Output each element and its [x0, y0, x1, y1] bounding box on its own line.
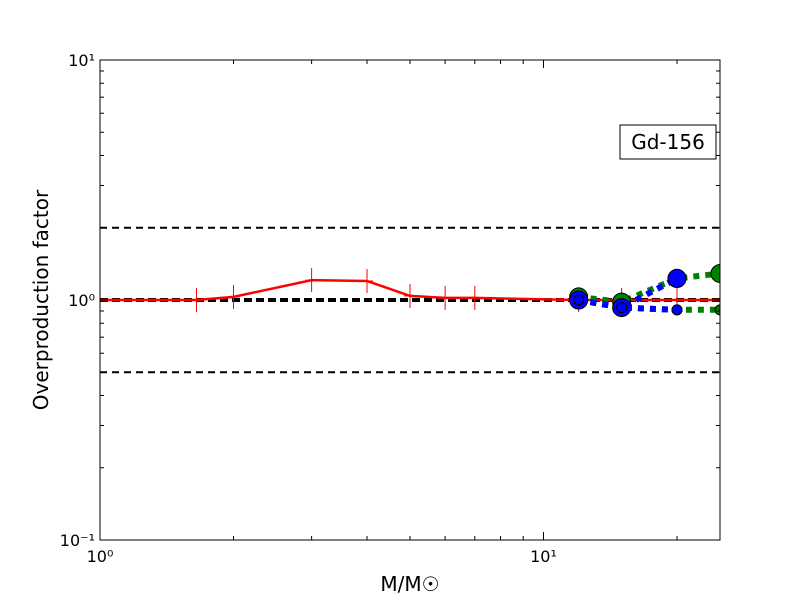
x-tick-label-1: 10¹ [530, 547, 557, 566]
series-layer [100, 263, 720, 318]
y-tick-label-0: 10⁻¹ [60, 531, 95, 550]
series-line-1 [578, 270, 720, 306]
annotation-box: Gd-156 [619, 124, 717, 160]
series-4 [573, 294, 683, 316]
series-0-point-1 [190, 288, 203, 312]
annotation-frame [619, 124, 717, 160]
annotation-label: Gd-156 [631, 130, 705, 154]
series-4-point-1 [616, 302, 628, 314]
series-1-point-3 [710, 263, 720, 283]
series-0-point-7 [468, 285, 481, 310]
y-tick-label-2: 10¹ [68, 51, 95, 70]
series-line-2 [578, 297, 720, 313]
series-2-point-3 [714, 304, 720, 316]
series-4-point-0 [573, 294, 585, 306]
series-0-point-3 [305, 268, 318, 293]
series-0-point-5 [404, 283, 416, 308]
series-0-point-6 [439, 285, 452, 310]
series-4-point-2 [671, 304, 683, 316]
series-0-point-4 [361, 268, 374, 293]
x-axis-label: M/M☉ [380, 572, 439, 596]
series-3-point-2 [667, 268, 687, 288]
x-tick-label-0: 10⁰ [87, 547, 114, 566]
y-axis-label: Overproduction factor [29, 189, 53, 410]
series-0-point-2 [227, 284, 240, 309]
series-line-4 [578, 297, 678, 313]
y-tick-label-1: 10⁰ [68, 291, 95, 310]
